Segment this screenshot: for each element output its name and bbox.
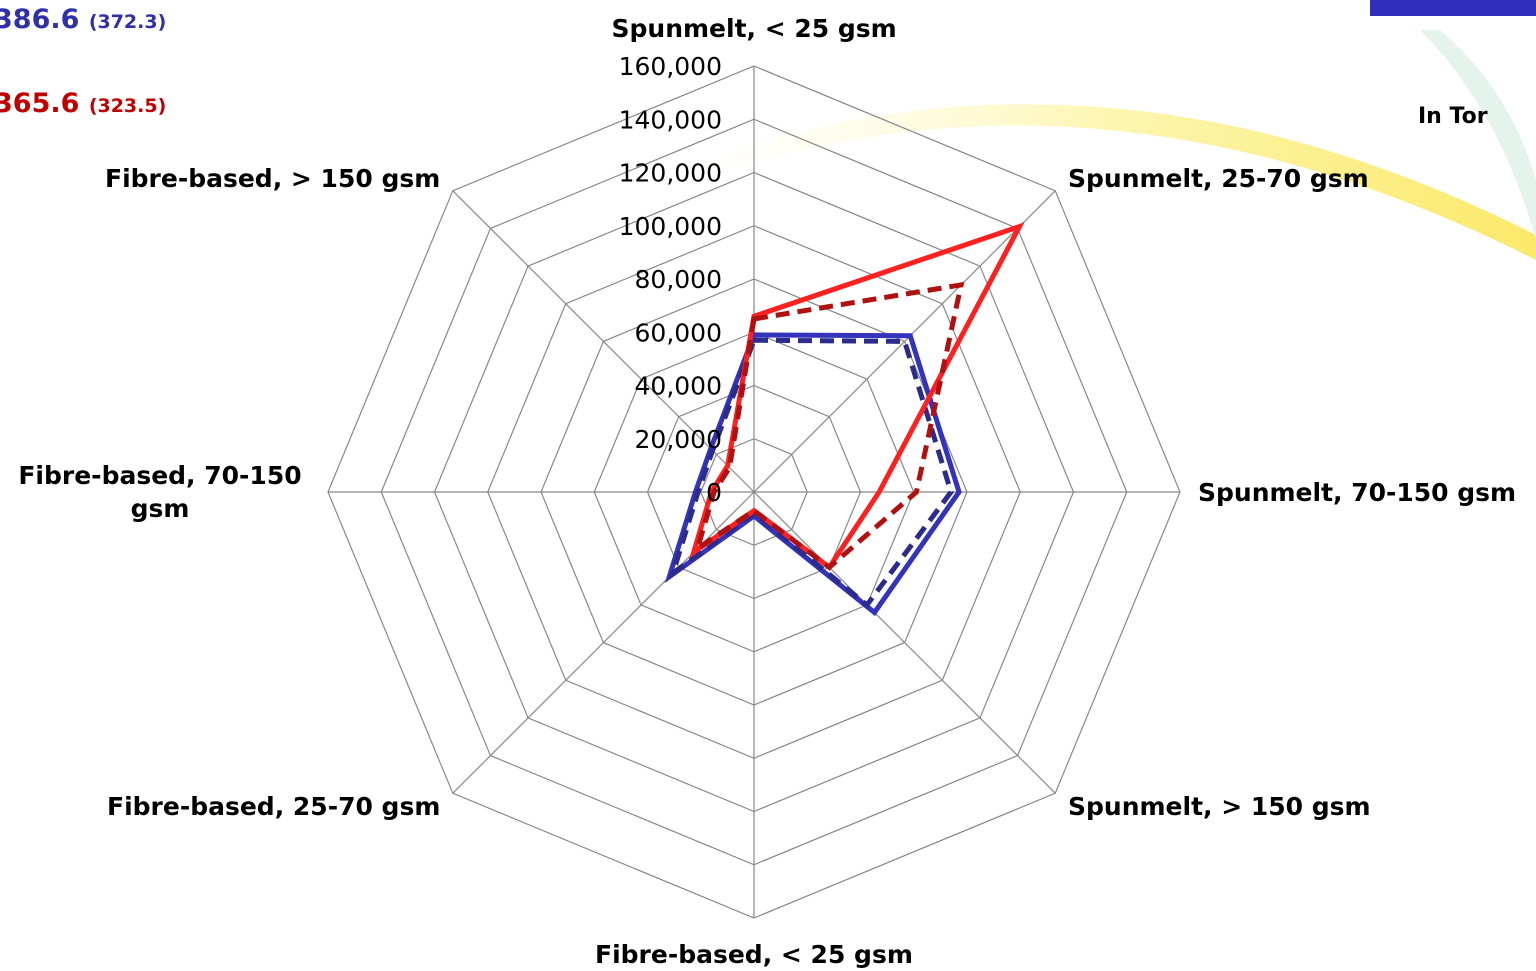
note-sub: (323.5) bbox=[89, 95, 166, 117]
axis-spoke bbox=[453, 492, 754, 793]
right-note: In Tor bbox=[1418, 104, 1488, 129]
category-label: Fibre-based, > 150 gsm bbox=[105, 162, 440, 195]
y-tick-label: 140,000 bbox=[619, 105, 722, 134]
note-sub: (372.3) bbox=[89, 11, 166, 33]
y-tick-label: 80,000 bbox=[635, 265, 722, 294]
axis-spoke bbox=[754, 492, 1055, 793]
red-note: 365.6 (323.5) bbox=[0, 88, 166, 119]
y-tick-label: 100,000 bbox=[619, 212, 722, 241]
y-tick-label: 40,000 bbox=[635, 372, 722, 401]
category-label: Spunmelt, 70-150 gsm bbox=[1198, 476, 1516, 509]
header-box bbox=[1370, 0, 1536, 16]
y-tick-label: 20,000 bbox=[635, 425, 722, 454]
page: 0 20,000 40,000 60,000 80,000 100,000 120,000 1… bbox=[0, 0, 1536, 969]
category-label: Fibre-based, 70-150 gsm bbox=[5, 459, 315, 525]
y-tick-label: 60,000 bbox=[635, 318, 722, 347]
category-label: Fibre-based, < 25 gsm bbox=[595, 938, 913, 971]
category-label: Spunmelt, 25-70 gsm bbox=[1068, 162, 1369, 195]
category-label: Spunmelt, < 25 gsm bbox=[612, 12, 897, 45]
y-tick-label: 120,000 bbox=[619, 159, 722, 188]
category-label: Fibre-based, 25-70 gsm bbox=[107, 790, 440, 823]
y-tick-label: 0 bbox=[706, 478, 722, 507]
note-main: 386.6 bbox=[0, 4, 79, 35]
y-tick-label: 160,000 bbox=[619, 52, 722, 81]
note-main: 365.6 bbox=[0, 88, 79, 119]
category-label: Spunmelt, > 150 gsm bbox=[1068, 790, 1371, 823]
blue-note: 386.6 (372.3) bbox=[0, 4, 166, 35]
